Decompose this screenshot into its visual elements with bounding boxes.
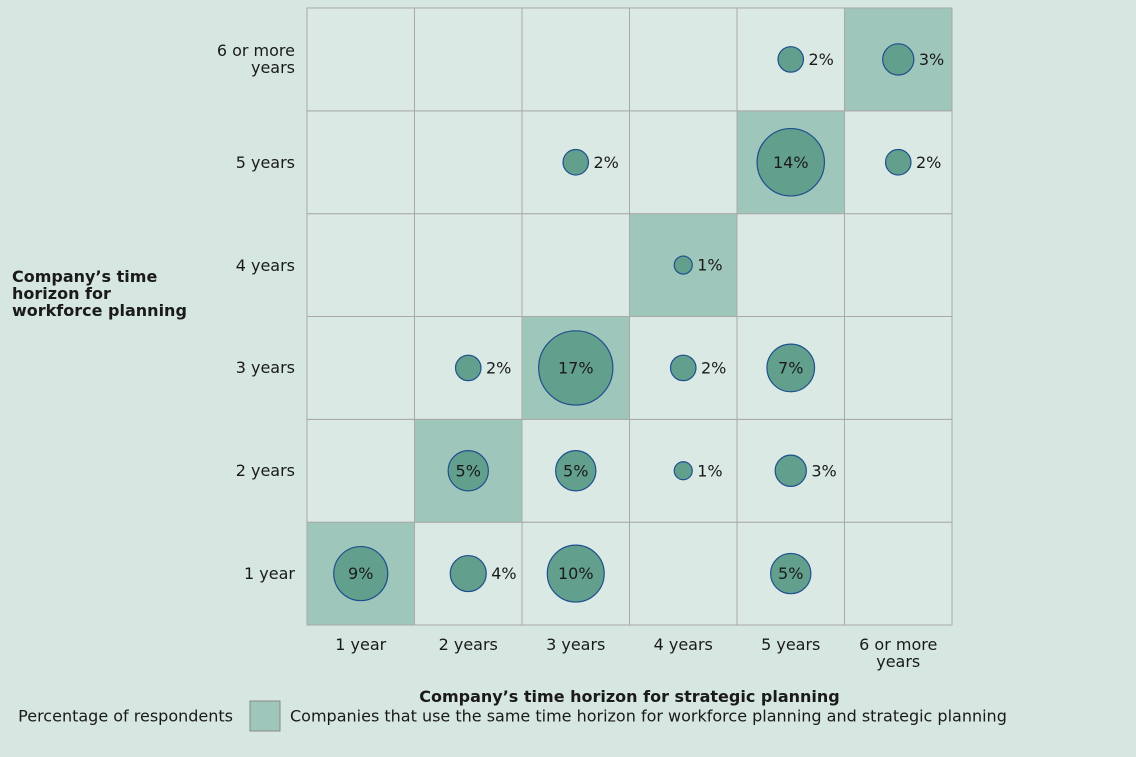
cell — [414, 110, 523, 215]
data-label: 4% — [491, 564, 516, 583]
bubble — [777, 46, 805, 73]
cell — [629, 7, 738, 112]
x-axis-title: Company’s time horizon for strategic pla… — [419, 687, 840, 706]
cell — [629, 521, 738, 626]
cell — [306, 213, 415, 318]
bubble — [882, 43, 915, 76]
legend-swatch — [249, 700, 281, 732]
y-tick-label: 3 years — [235, 358, 295, 378]
cell — [844, 418, 953, 523]
legend-label: Percentage of respondents — [18, 707, 233, 726]
cell — [629, 110, 738, 215]
cell — [521, 7, 630, 112]
bubble — [673, 255, 693, 275]
bubble — [673, 461, 693, 481]
x-tick-label: 3 years — [546, 635, 606, 654]
bubble — [562, 148, 590, 176]
data-label: 2% — [486, 358, 511, 377]
cell — [306, 7, 415, 112]
data-label: 3% — [919, 50, 944, 69]
cell — [844, 316, 953, 420]
data-label: 2% — [808, 50, 833, 69]
x-tick-label: 5 years — [761, 635, 821, 654]
bubble — [770, 552, 812, 595]
y-axis-title: Company’s time horizon for workforce pla… — [12, 267, 187, 320]
bubble — [774, 454, 807, 487]
y-tick-label: 2 years — [235, 461, 295, 481]
data-label: 7% — [778, 358, 803, 377]
cell — [306, 418, 415, 523]
cell — [306, 110, 415, 215]
data-label: 17% — [558, 358, 594, 377]
bubble — [669, 354, 697, 382]
bubble — [449, 554, 487, 593]
bubble — [447, 450, 489, 492]
bubble — [555, 450, 597, 492]
bubble — [546, 544, 605, 603]
data-label: 2% — [701, 358, 726, 377]
data-label: 14% — [773, 153, 809, 172]
data-label: 5% — [778, 564, 803, 583]
bubble — [333, 545, 389, 602]
x-tick-label: 4 years — [653, 635, 713, 654]
cell — [844, 213, 953, 318]
cell — [414, 213, 523, 318]
data-label: 10% — [558, 564, 594, 583]
bubble — [454, 354, 482, 382]
cell — [306, 316, 415, 420]
data-label: 3% — [811, 461, 836, 480]
data-label: 5% — [563, 461, 588, 480]
y-tick-label: 5 years — [235, 152, 295, 172]
x-tick-label: 1 year — [335, 635, 387, 654]
cell — [521, 213, 630, 318]
bubble — [756, 127, 826, 197]
cell — [844, 521, 953, 626]
data-label: 2% — [916, 153, 941, 172]
y-tick-label: 1 year — [244, 564, 295, 584]
cell — [414, 7, 523, 112]
legend-label: Companies that use the same time horizon… — [290, 707, 1007, 726]
bubble — [538, 330, 614, 406]
y-tick-label: 6 or more years — [216, 41, 295, 78]
x-tick-label: 6 or more years — [859, 635, 938, 671]
data-label: 1% — [697, 461, 722, 480]
data-label: 5% — [456, 461, 481, 480]
bubble — [766, 343, 816, 393]
data-label: 2% — [593, 153, 618, 172]
x-tick-label: 2 years — [438, 635, 498, 654]
cell — [736, 213, 845, 318]
y-tick-label: 4 years — [235, 255, 295, 275]
bubble — [884, 148, 912, 176]
data-label: 1% — [697, 256, 722, 275]
data-label: 9% — [348, 564, 373, 583]
